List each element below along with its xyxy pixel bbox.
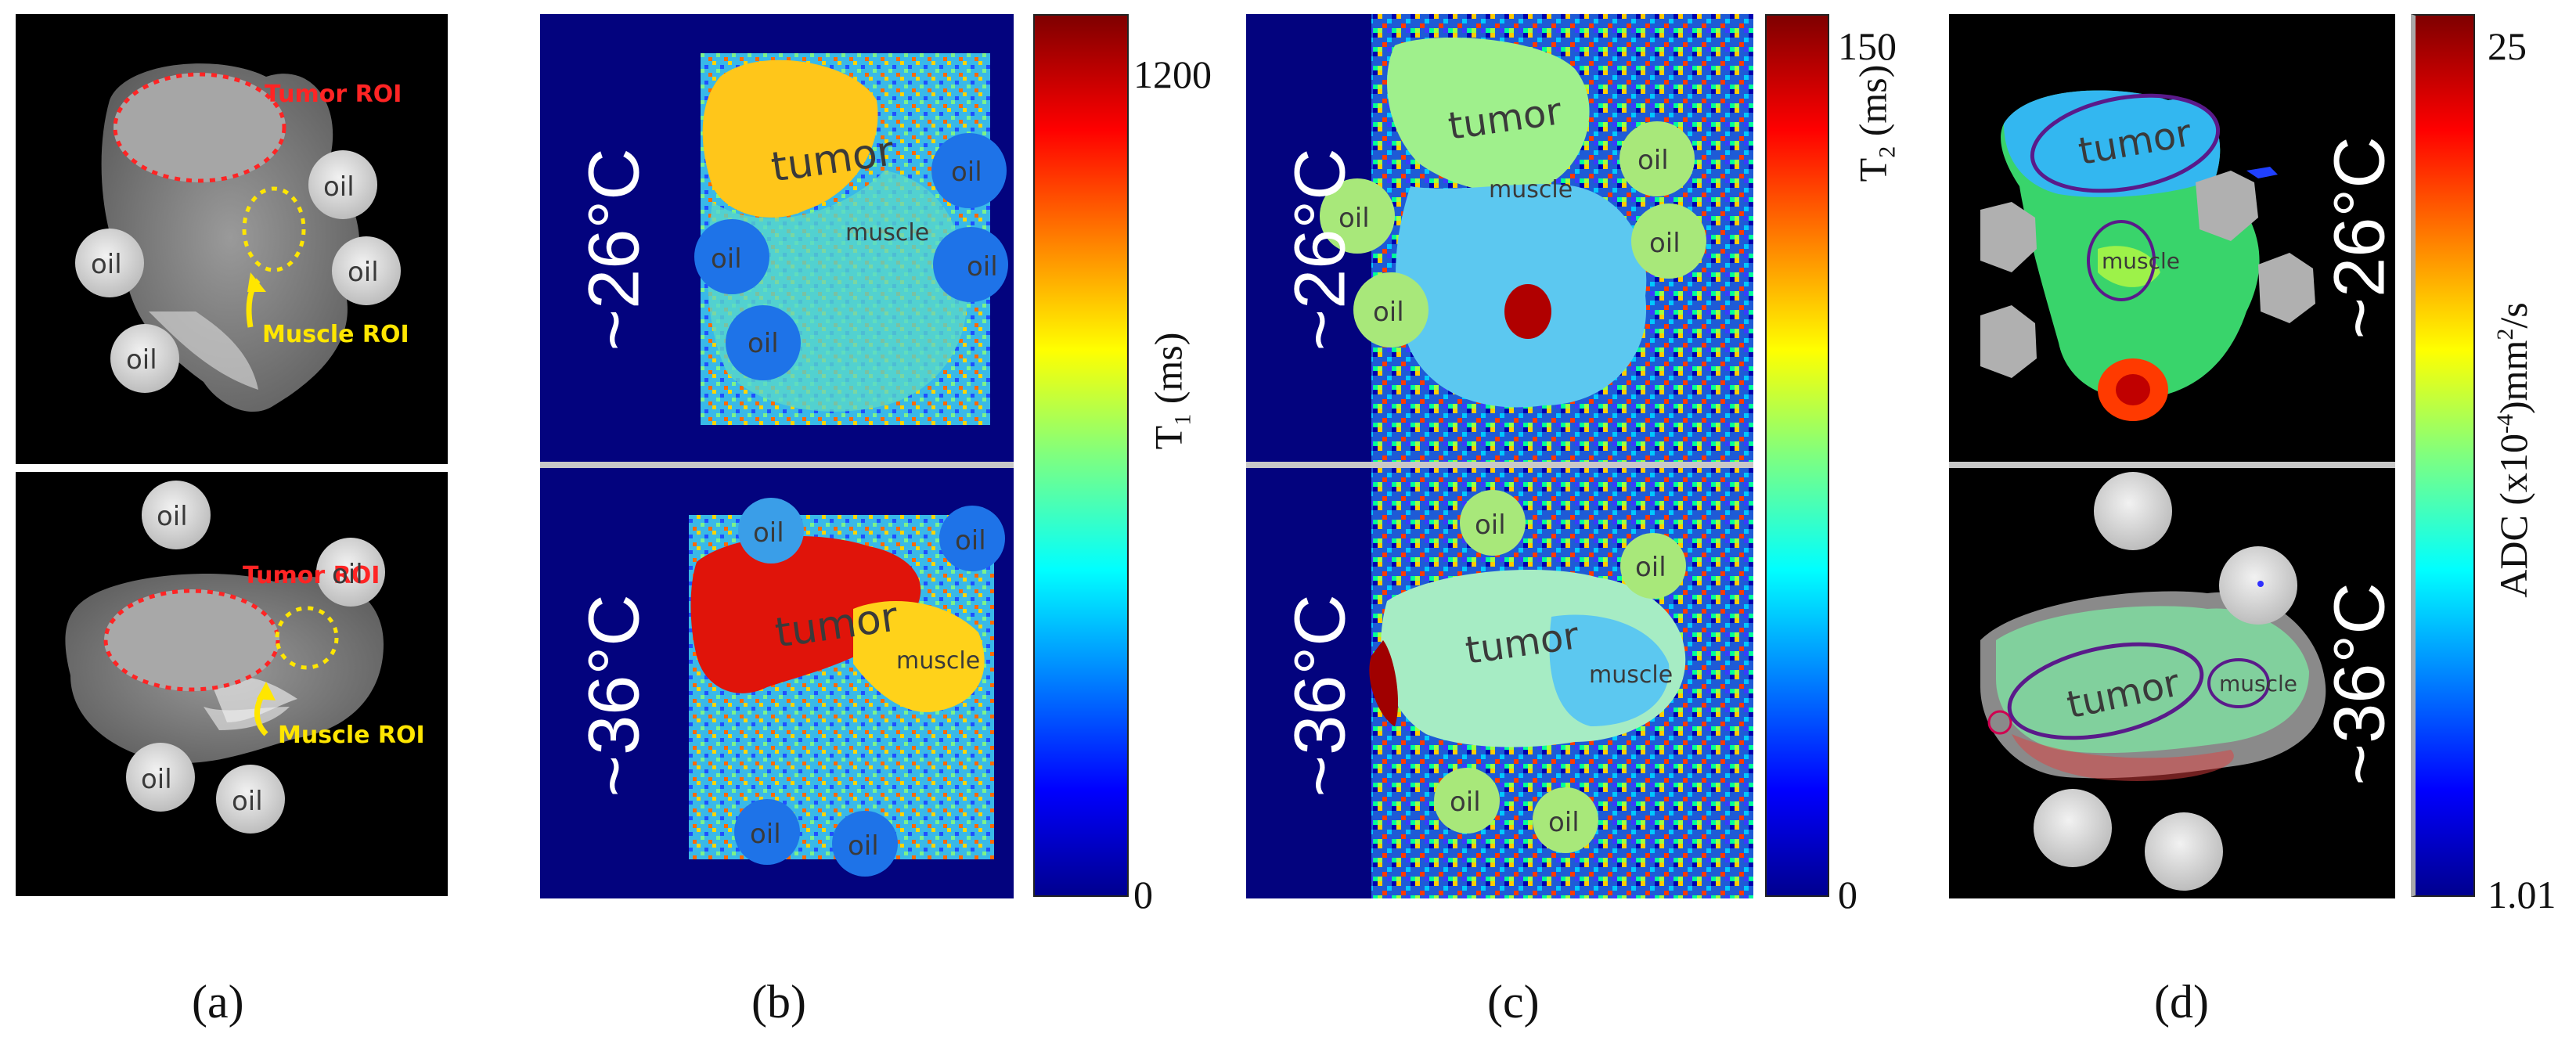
- tumor-roi-ellipse: [2030, 93, 2221, 193]
- panel-d-bottom-image: ~36°C tumor muscle: [1949, 468, 2395, 898]
- muscle-roi-ellipse: [242, 186, 306, 272]
- mri-anatomy-26c: [75, 63, 401, 412]
- panel-divider: [1246, 462, 1753, 468]
- colorbar-axis-label: T2 (ms): [1850, 64, 1900, 182]
- muscle-roi-label: Muscle ROI: [262, 321, 409, 348]
- panel-letter-b: (b): [751, 976, 806, 1028]
- oil-label: oil: [126, 344, 157, 376]
- tumor-roi-ellipse: [2007, 642, 2204, 740]
- t2-colorbar: [1765, 14, 1829, 897]
- tumor-roi-label: Tumor ROI: [265, 81, 402, 108]
- oil-label: oil: [1475, 509, 1506, 541]
- tumor-roi-label: Tumor ROI: [243, 562, 380, 589]
- muscle-label: muscle: [896, 647, 981, 675]
- oil-label: oil: [1635, 552, 1666, 583]
- muscle-roi-ellipse: [2087, 220, 2156, 301]
- temperature-label: ~36°C: [2319, 582, 2395, 786]
- oil-label: oil: [1373, 297, 1404, 328]
- oil-label: oil: [232, 786, 263, 817]
- colorbar-min-tick: 0: [1838, 873, 1857, 916]
- temperature-label: ~26°C: [1280, 148, 1360, 351]
- t1-colorbar: [1033, 14, 1129, 897]
- oil-label: oil: [348, 257, 379, 288]
- colorbar-min-tick: 0: [1133, 873, 1153, 916]
- panel-divider: [1949, 462, 2395, 468]
- muscle-label: muscle: [2102, 248, 2181, 274]
- muscle-roi-label: Muscle ROI: [278, 722, 425, 749]
- muscle-label: muscle: [2219, 671, 2298, 697]
- oil-label: oil: [157, 501, 188, 532]
- temperature-label: ~36°C: [574, 594, 654, 798]
- panel-letter-c: (c): [1487, 976, 1540, 1028]
- muscle-roi-ellipse: [2207, 658, 2270, 708]
- oil-label: oil: [951, 157, 982, 188]
- adc-colorbar: [2411, 14, 2475, 897]
- tumor-roi-ellipse: [103, 589, 280, 692]
- oil-label: oil: [141, 764, 172, 795]
- panel-letter-d: (d): [2154, 976, 2209, 1028]
- oil-label: oil: [955, 525, 986, 556]
- adc-map-26c: [1980, 90, 2315, 421]
- panel-d-top-image: ~26°C tumor muscle: [1949, 14, 2395, 462]
- colorbar-axis-label: T1 (ms): [1146, 332, 1196, 450]
- oil-label: oil: [1450, 787, 1481, 818]
- t2-map-36c: [1369, 468, 1753, 898]
- muscle-label: muscle: [1589, 661, 1673, 689]
- panel-a-bottom-image: Tumor ROI Muscle ROI oil oil oil oil: [16, 472, 448, 896]
- oil-label: oil: [91, 249, 122, 280]
- colorbar-max-tick: 25: [2488, 24, 2527, 68]
- panel-letter-a: (a): [192, 976, 244, 1028]
- oil-label: oil: [967, 251, 998, 283]
- muscle-label: muscle: [845, 219, 930, 247]
- colorbar-axis-label: ADC (x10-4)mm2/s: [2491, 302, 2535, 598]
- oil-label: oil: [1338, 203, 1370, 234]
- muscle-label: muscle: [1489, 176, 1573, 203]
- temperature-label: ~36°C: [1280, 594, 1360, 798]
- oil-label: oil: [1548, 807, 1580, 838]
- oil-label: oil: [332, 559, 363, 590]
- panel-c-bottom-image: ~36°C tumor muscle oil oil oil oil: [1246, 468, 1753, 898]
- oil-label: oil: [750, 819, 781, 850]
- tumor-roi-ellipse: [113, 72, 286, 183]
- panel-b-bottom-image: ~36°C tumor muscle oil oil oil oil: [540, 468, 1014, 898]
- t2-map-26c: [1320, 14, 1753, 462]
- muscle-roi-ellipse: [275, 606, 339, 670]
- panel-divider: [540, 462, 1014, 468]
- oil-label: oil: [848, 830, 879, 862]
- colorbar-max-tick: 150: [1838, 24, 1897, 68]
- oil-label: oil: [1649, 228, 1681, 259]
- oil-label: oil: [748, 328, 779, 359]
- t1-map-26c: [694, 53, 1008, 425]
- oil-label: oil: [711, 243, 742, 275]
- adc-map-36c: [1980, 472, 2326, 891]
- panel-c-top-image: ~26°C tumor muscle oil oil oil oil: [1246, 14, 1753, 462]
- mri-anatomy-36c: [65, 481, 385, 834]
- colorbar-max-tick: 1200: [1133, 52, 1212, 96]
- oil-label: oil: [753, 517, 784, 549]
- temperature-label: ~26°C: [2319, 136, 2395, 340]
- t1-map-36c: [689, 498, 1005, 877]
- oil-label: oil: [323, 171, 355, 203]
- colorbar-min-tick: 1.01: [2488, 873, 2556, 916]
- panel-b-top-image: ~26°C tumor muscle oil oil oil oil: [540, 14, 1014, 462]
- temperature-label: ~26°C: [574, 148, 654, 351]
- panel-a-top-image: Tumor ROI Muscle ROI oil oil oil oil: [16, 14, 448, 464]
- oil-label: oil: [1637, 145, 1669, 176]
